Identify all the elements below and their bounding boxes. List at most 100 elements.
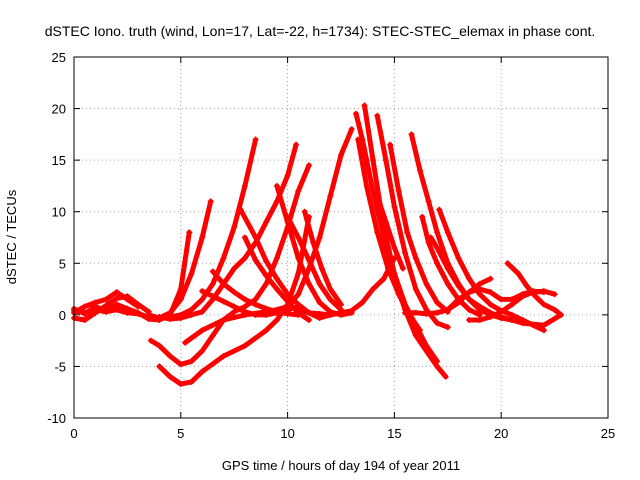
data-point — [241, 255, 248, 262]
data-point — [199, 296, 206, 303]
data-point — [487, 301, 494, 308]
data-point — [318, 265, 325, 272]
data-point — [382, 219, 389, 226]
data-point — [487, 275, 494, 282]
data-point — [434, 229, 441, 236]
data-point — [434, 320, 441, 327]
data-point — [425, 198, 432, 205]
data-point — [284, 298, 291, 305]
data-point — [305, 317, 312, 324]
data-point — [444, 306, 451, 313]
x-tick-label: 15 — [387, 426, 401, 441]
data-point — [316, 280, 323, 287]
data-point — [156, 313, 163, 320]
data-point — [305, 257, 312, 264]
data-point — [295, 270, 302, 277]
data-point — [423, 342, 430, 349]
series-trace — [428, 235, 564, 328]
data-point — [442, 373, 449, 380]
data-point — [103, 296, 110, 303]
data-point — [395, 291, 402, 298]
data-point — [231, 303, 238, 310]
data-point — [391, 203, 398, 210]
data-point — [273, 317, 280, 324]
data-point — [241, 296, 248, 303]
y-tick-label: -10 — [47, 411, 66, 426]
data-point — [466, 275, 473, 282]
data-point — [147, 337, 154, 344]
data-point — [284, 213, 291, 220]
data-point — [380, 275, 387, 282]
data-point — [167, 353, 174, 360]
data-point — [455, 255, 462, 262]
data-point — [113, 301, 120, 308]
data-point — [295, 291, 302, 298]
data-point — [241, 182, 248, 189]
data-point — [252, 311, 259, 318]
data-point — [434, 244, 441, 251]
data-point — [487, 313, 494, 320]
data-point — [295, 255, 302, 262]
data-point — [310, 239, 317, 246]
data-point — [145, 311, 152, 318]
data-point — [199, 327, 206, 334]
data-point — [177, 361, 184, 368]
data-point — [338, 151, 344, 158]
plot-frame — [73, 56, 609, 419]
series-31 — [466, 288, 558, 324]
data-point — [113, 289, 120, 296]
data-point — [316, 310, 323, 317]
data-point — [399, 265, 406, 272]
data-point — [404, 229, 411, 236]
data-point — [515, 270, 522, 277]
data-point — [508, 317, 515, 324]
data-point — [476, 311, 483, 318]
data-point — [92, 309, 99, 316]
data-point — [487, 289, 494, 296]
data-point — [374, 229, 381, 236]
data-point — [135, 309, 142, 316]
data-point — [466, 306, 473, 313]
axis-ticks: 0 5 10 15 20 25 -10 -5 0 5 10 15 20 25 — [47, 50, 615, 441]
data-point — [417, 327, 424, 334]
series-trace — [374, 113, 451, 330]
data-point — [295, 306, 302, 313]
data-point — [301, 208, 308, 215]
data-point — [395, 188, 402, 195]
data-point — [316, 299, 323, 306]
data-point — [220, 317, 227, 324]
data-point — [423, 310, 430, 317]
data-point — [417, 167, 424, 174]
data-point — [252, 136, 259, 143]
data-point — [444, 324, 451, 331]
data-point — [241, 303, 248, 310]
data-point — [476, 317, 483, 324]
data-point — [540, 288, 547, 295]
data-point — [177, 314, 184, 321]
data-point — [284, 306, 291, 313]
data-point — [455, 296, 462, 303]
data-point — [327, 296, 334, 303]
data-point — [444, 265, 451, 272]
y-tick-label: 20 — [52, 102, 66, 117]
data-point — [348, 307, 355, 314]
data-point — [295, 188, 302, 195]
data-point — [273, 309, 280, 316]
data-point — [498, 296, 505, 303]
series-trace — [362, 103, 440, 364]
x-tick-label: 25 — [601, 426, 615, 441]
data-point — [199, 368, 206, 375]
data-point — [252, 234, 259, 241]
data-point — [252, 257, 259, 264]
data-point — [466, 289, 473, 296]
data-point — [305, 162, 312, 169]
data-point — [425, 239, 432, 246]
data-point — [273, 255, 280, 262]
data-point — [188, 358, 195, 365]
data-point — [113, 306, 120, 313]
y-tick-label: 5 — [59, 256, 66, 271]
series-22 — [387, 141, 451, 315]
data-point — [370, 188, 377, 195]
data-point — [540, 301, 547, 308]
